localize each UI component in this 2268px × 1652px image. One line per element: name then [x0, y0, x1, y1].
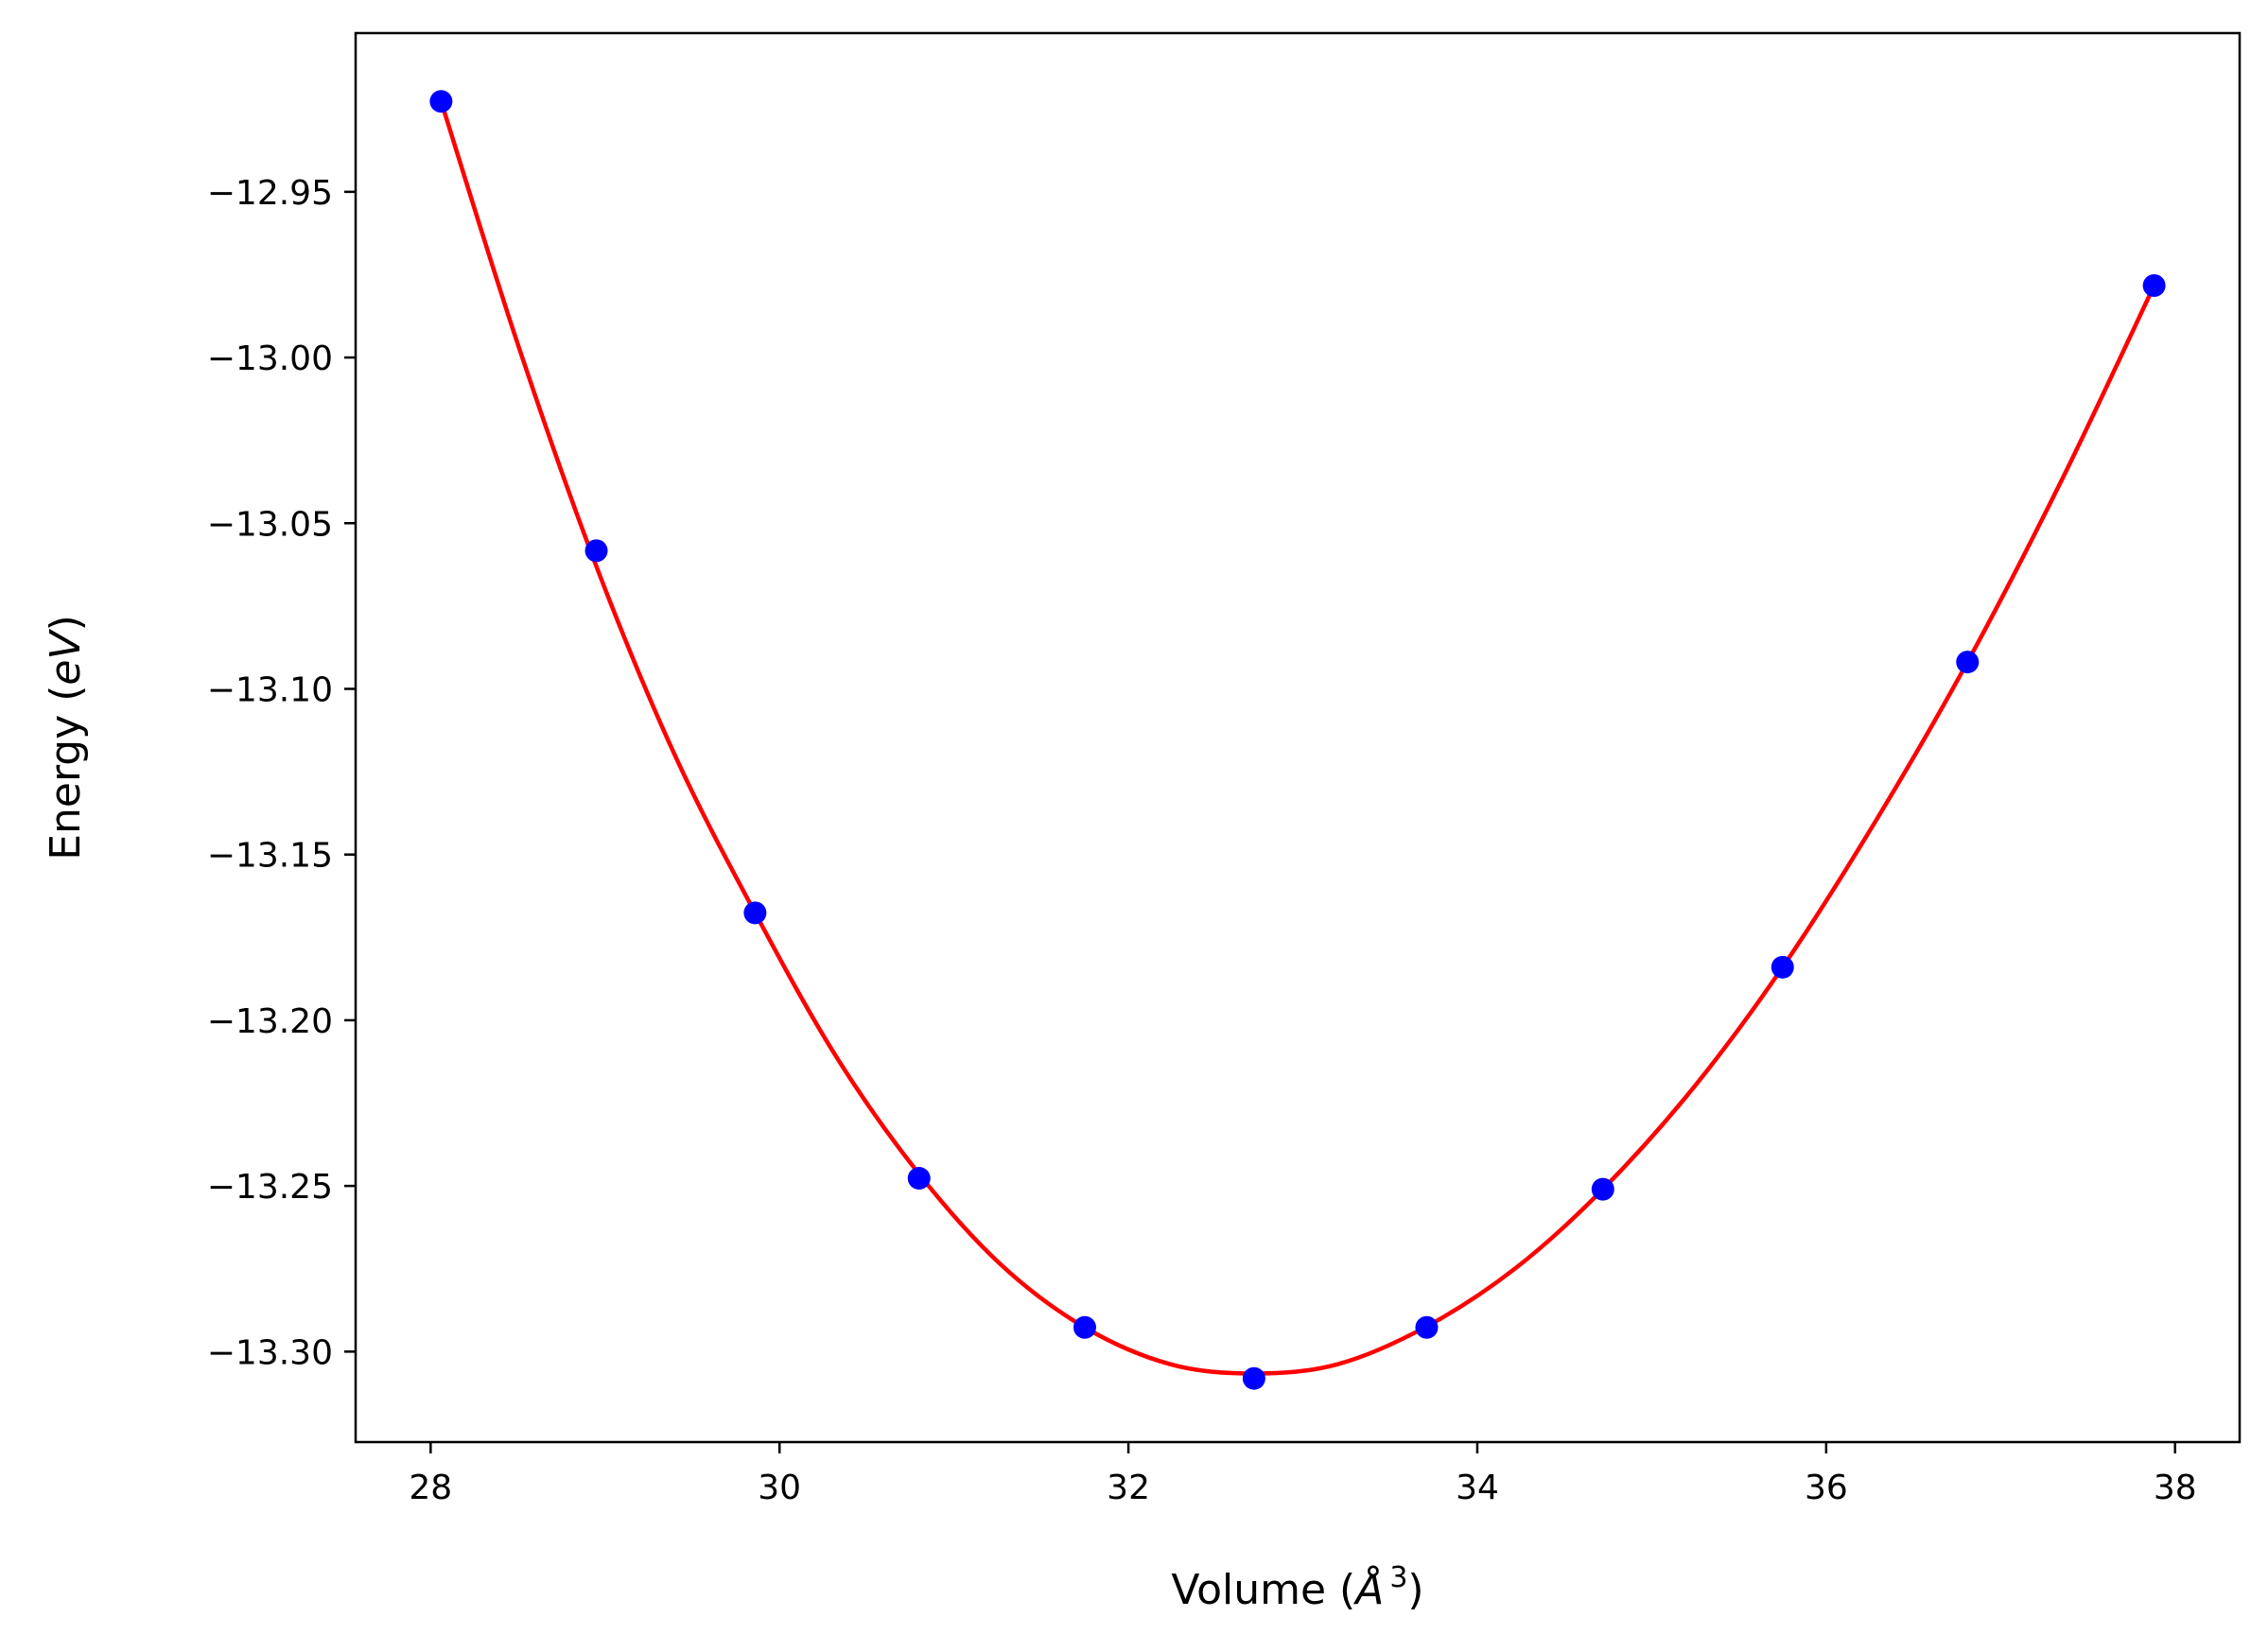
- y-axis-label-post: ): [42, 615, 90, 631]
- y-axis-label-pre: Energy (: [42, 686, 90, 861]
- y-tick-label: −13.25: [207, 1168, 333, 1207]
- y-tick-label: −12.95: [207, 174, 333, 213]
- x-tick-label: 30: [758, 1469, 801, 1507]
- x-tick-label: 36: [1805, 1469, 1848, 1507]
- y-axis-label-var: eV: [42, 629, 90, 686]
- x-tick-label: 34: [1456, 1469, 1499, 1507]
- x-tick-label: 28: [409, 1469, 452, 1507]
- data-point: [1242, 1366, 1265, 1390]
- data-point: [584, 539, 608, 563]
- x-axis-ticks: 28 30 32 34 36 38: [409, 1442, 2197, 1507]
- data-point: [1591, 1177, 1614, 1201]
- x-axis-label-post: ): [1407, 1566, 1423, 1614]
- data-point: [2142, 274, 2166, 298]
- x-tick-label: 38: [2154, 1469, 2197, 1507]
- data-point: [907, 1167, 931, 1191]
- data-point: [1956, 651, 1980, 674]
- x-axis-label-sup: 3: [1389, 1561, 1407, 1594]
- plot-layer: [429, 90, 2166, 1390]
- y-tick-label: −13.10: [207, 670, 333, 709]
- plot-area: [356, 33, 2240, 1442]
- plot-frame: [354, 31, 2242, 1444]
- data-point: [1073, 1315, 1096, 1339]
- data-point: [429, 90, 453, 113]
- data-point: [1415, 1315, 1439, 1339]
- y-tick-label: −13.05: [207, 505, 333, 544]
- y-tick-label: −13.20: [207, 1002, 333, 1041]
- data-point: [743, 901, 767, 925]
- y-tick-label: −13.30: [207, 1333, 333, 1372]
- x-axis-label-pre: Volume (: [1171, 1566, 1355, 1614]
- y-axis-label: Energy (eV): [42, 615, 90, 861]
- data-point: [1771, 955, 1794, 979]
- x-axis-label: Volume (Å 3): [1171, 1561, 1423, 1614]
- y-tick-label: −13.00: [207, 339, 333, 378]
- y-axis-ticks: −12.95 −13.00 −13.05 −13.10 −13.15 −13.20 −13.…: [207, 174, 356, 1372]
- x-tick-label: 32: [1107, 1469, 1150, 1507]
- x-axis-label-var: Å: [1352, 1564, 1384, 1614]
- y-tick-label: −13.15: [207, 837, 333, 876]
